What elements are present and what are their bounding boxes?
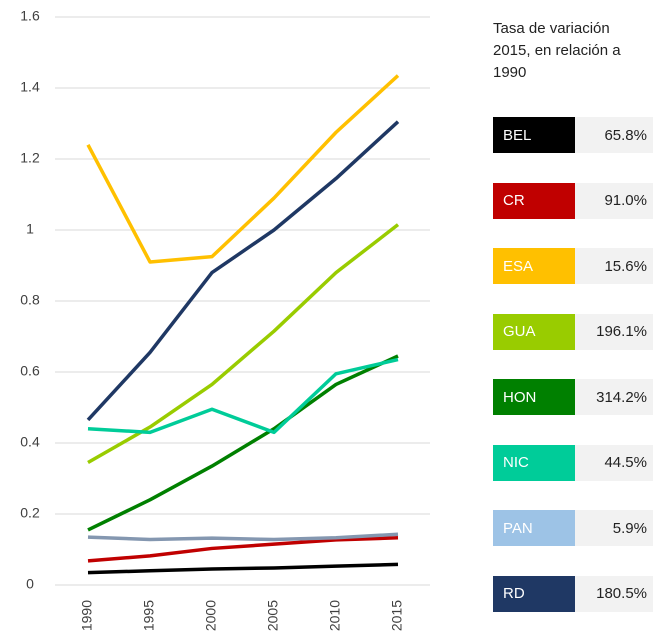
legend-row: RD 180.5% [493, 575, 653, 612]
y-tick-label: 0.2 [20, 505, 40, 521]
legend-label: BEL [493, 117, 575, 153]
x-tick-label: 1990 [79, 600, 95, 631]
y-tick-label: 1 [26, 221, 34, 237]
change-value: 15.6% [575, 248, 653, 284]
change-value: 5.9% [575, 510, 653, 546]
line-series [87, 223, 400, 465]
legend-panel: Tasa de variación 2015, en relación a 19… [493, 18, 658, 612]
legend-row: CR 91.0% [493, 182, 653, 219]
legend-row: NIC 44.5% [493, 444, 653, 481]
x-tick-label: 2005 [265, 600, 281, 631]
panel-title: Tasa de variación 2015, en relación a 19… [493, 20, 621, 81]
change-value: 314.2% [575, 379, 653, 415]
line-series [87, 562, 399, 575]
legend-label: NIC [493, 444, 575, 481]
legend-row: HON 314.2% [493, 379, 653, 415]
legend-label: RD [493, 575, 575, 612]
change-value: 180.5% [575, 575, 653, 612]
change-value: 196.1% [575, 313, 653, 350]
line-series [87, 536, 399, 563]
y-tick-label: 0 [26, 576, 34, 592]
line-series [87, 354, 399, 532]
legend-label: PAN [493, 510, 575, 546]
line-series [86, 120, 400, 422]
x-tick-label: 1995 [141, 600, 157, 631]
legend-label: CR [493, 182, 575, 219]
y-tick-label: 0.4 [20, 434, 40, 450]
legend-row: BEL 65.8% [493, 117, 653, 153]
legend-label: HON [493, 379, 575, 415]
x-tick-label: 2000 [203, 600, 219, 631]
x-tick-label: 2010 [327, 600, 343, 631]
change-value: 91.0% [575, 182, 653, 219]
y-tick-label: 1.6 [20, 8, 40, 24]
line-series [87, 357, 399, 435]
legend-row: PAN 5.9% [493, 510, 653, 546]
y-tick-label: 1.2 [20, 150, 40, 166]
x-tick-label: 2015 [389, 600, 405, 631]
line-series [87, 532, 399, 542]
legend-label: ESA [493, 248, 575, 284]
change-value: 44.5% [575, 444, 653, 481]
line-series [86, 74, 400, 264]
change-value: 65.8% [575, 117, 653, 153]
y-tick-label: 1.4 [20, 79, 40, 95]
chart: 0 0.2 0.4 0.6 0.8 1 1.2 1.4 1.6 1990 1995 2000 2005 2… [20, 8, 430, 631]
legend-label: GUA [493, 313, 575, 350]
legend-row: GUA 196.1% [493, 313, 653, 350]
y-tick-label: 0.6 [20, 363, 40, 379]
legend-row: ESA 15.6% [493, 248, 653, 284]
y-tick-label: 0.8 [20, 292, 40, 308]
